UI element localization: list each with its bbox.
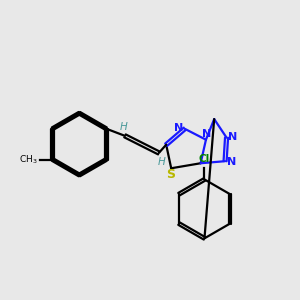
Text: N: N: [227, 157, 236, 167]
Text: N: N: [174, 123, 183, 133]
Text: Cl: Cl: [199, 154, 210, 164]
Text: N: N: [228, 132, 238, 142]
Text: CH$_3$: CH$_3$: [19, 153, 37, 166]
Text: S: S: [166, 168, 175, 181]
Text: H: H: [120, 122, 128, 132]
Text: N: N: [202, 129, 211, 139]
Text: H: H: [158, 158, 166, 167]
